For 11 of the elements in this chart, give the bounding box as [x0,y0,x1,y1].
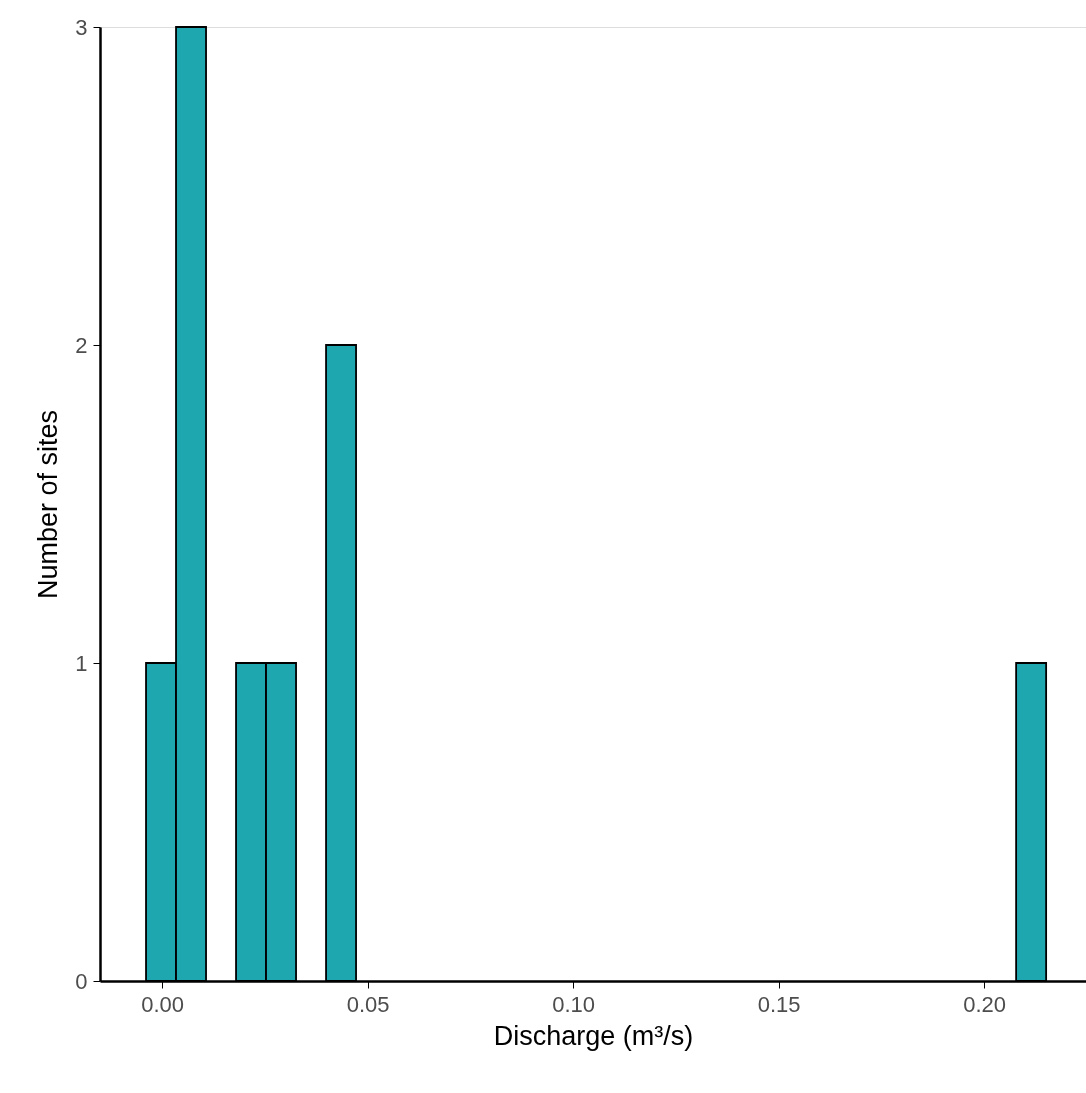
x-tick-label: 0.20 [963,991,1006,1017]
y-tick-label: 3 [75,14,88,40]
x-axis-title: Discharge (m³/s) [493,1020,694,1051]
y-tick-label: 2 [75,332,88,358]
x-tick-label: 0.00 [141,991,184,1017]
y-tick-label: 0 [75,968,88,994]
x-tick-label: 0.15 [757,991,801,1017]
x-tick-label: 0.05 [346,991,390,1017]
y-tick-label: 1 [75,650,88,676]
y-axis-title: Number of sites [33,409,64,600]
x-tick-label: 0.10 [552,991,595,1017]
